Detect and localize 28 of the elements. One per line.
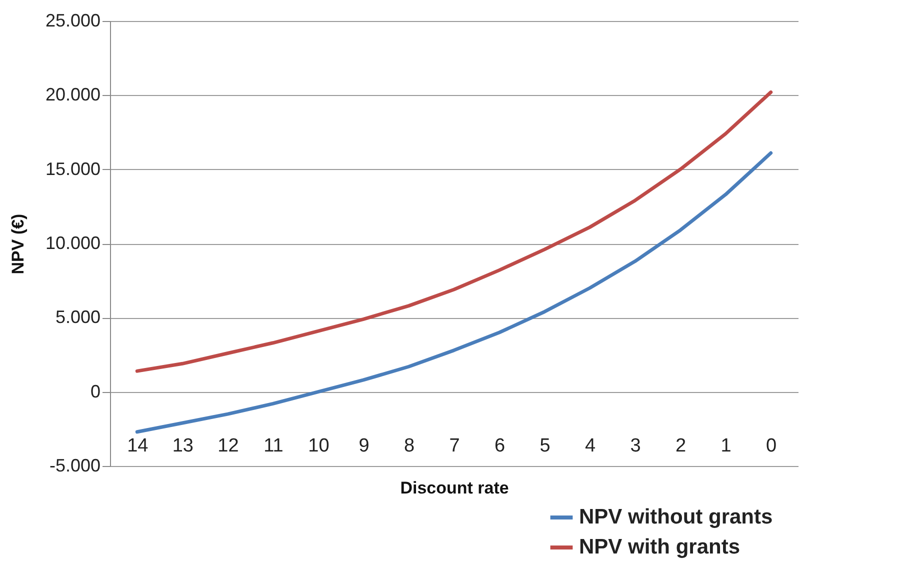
y-tick-label: 15.000 [45, 158, 100, 179]
x-tick-label: 1 [720, 435, 732, 456]
y-tick-label: 10.000 [45, 233, 100, 253]
x-tick-label: 13 [172, 435, 194, 456]
x-tick-label: 11 [264, 435, 284, 456]
x-tick-label: 6 [494, 435, 506, 456]
y-tick-label: 25.000 [45, 10, 100, 30]
y-tick-label: 5.000 [55, 307, 100, 328]
x-tick-label: 9 [358, 435, 370, 456]
x-tick-label: 12 [218, 435, 239, 456]
x-tick-label: 14 [127, 435, 149, 456]
line-series [135, 90, 773, 373]
y-axis-title: NPV (€) [8, 214, 28, 274]
x-tick-label: 7 [449, 435, 460, 456]
legend-label: NPV without grants [579, 506, 773, 528]
x-tick-label: 4 [585, 435, 596, 456]
x-axis-title: Discount rate [400, 478, 509, 498]
y-tick-label: 0 [90, 381, 100, 402]
y-tick-label: 20.000 [45, 84, 100, 105]
x-tick-label: 0 [766, 435, 777, 456]
x-tick-label: 5 [540, 435, 550, 456]
x-tick-label: 2 [676, 435, 686, 456]
x-tick-label: 10 [308, 435, 330, 456]
x-tick-label: 3 [630, 435, 641, 456]
x-tick-label: 8 [404, 435, 415, 456]
y-tick-label: -5.000 [49, 456, 100, 476]
legend-label: NPV with grants [579, 536, 740, 558]
line-series [135, 151, 773, 434]
